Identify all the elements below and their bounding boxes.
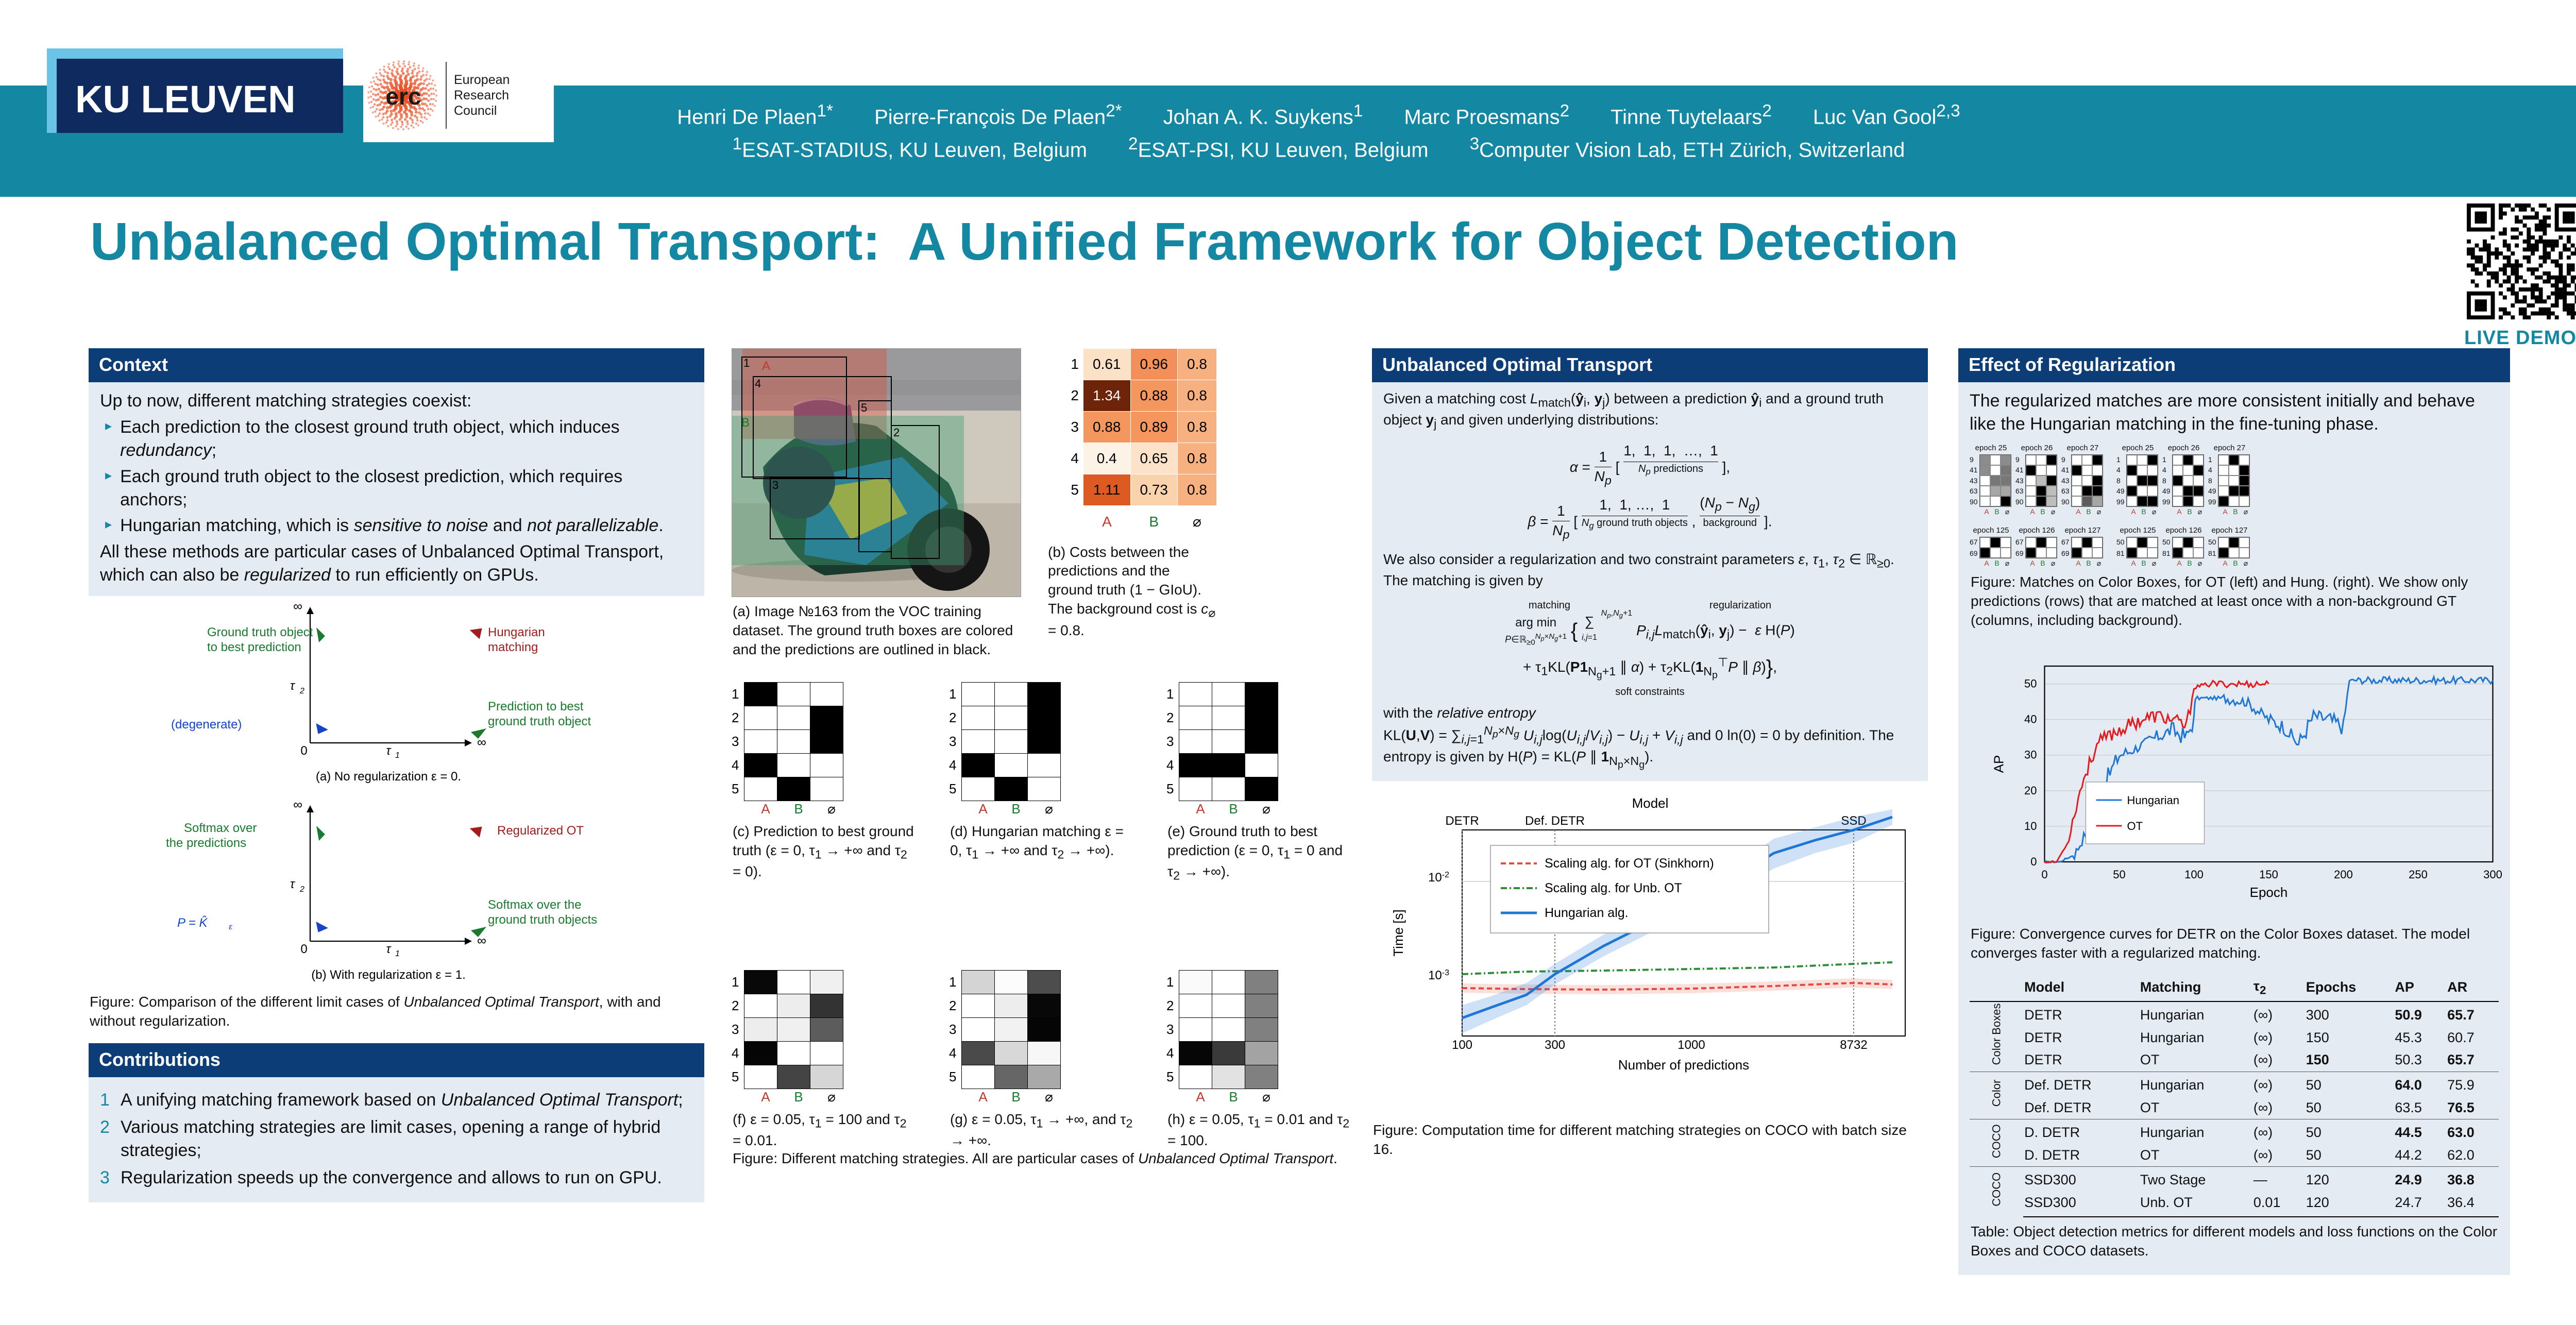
svg-text:Time [s]: Time [s] [1391, 909, 1406, 956]
svg-text:(degenerate): (degenerate) [171, 718, 242, 732]
svg-text:(b) With regularization ε = 1.: (b) With regularization ε = 1. [311, 968, 465, 982]
svg-text:Number of predictions: Number of predictions [1618, 1057, 1749, 1073]
svg-text:matching: matching [488, 640, 538, 654]
svg-text:30: 30 [2024, 749, 2037, 761]
svg-text:250: 250 [2409, 868, 2428, 881]
svg-text:0: 0 [2041, 868, 2047, 881]
svg-text:Hungarian: Hungarian [2127, 794, 2180, 807]
svg-text:Hungarian: Hungarian [488, 625, 545, 639]
svg-text:20: 20 [2024, 784, 2037, 797]
svg-text:Softmax over: Softmax over [184, 821, 257, 835]
svg-text:150: 150 [2259, 868, 2278, 881]
svg-text:Softmax over the: Softmax over the [488, 898, 581, 912]
svg-text:10: 10 [2024, 820, 2037, 833]
svg-text:AP: AP [1991, 755, 2007, 773]
svg-text:Hungarian alg.: Hungarian alg. [1545, 906, 1629, 920]
svg-text:DETR: DETR [1445, 814, 1479, 828]
svg-text:10-3: 10-3 [1428, 969, 1449, 982]
svg-text:40: 40 [2024, 713, 2037, 726]
svg-text:P = K̂: P = K̂ [177, 915, 208, 930]
svg-text:200: 200 [2334, 868, 2353, 881]
svg-text:8732: 8732 [1840, 1038, 1867, 1052]
svg-text:∞: ∞ [293, 797, 302, 812]
svg-text:ε: ε [229, 923, 233, 931]
svg-text:erc: erc [385, 83, 421, 110]
svg-text:Regularized OT: Regularized OT [497, 824, 584, 838]
svg-text:the predictions: the predictions [166, 836, 246, 850]
svg-text:0: 0 [300, 942, 307, 956]
svg-text:Ground truth object: Ground truth object [207, 625, 313, 639]
svg-text:100: 100 [2184, 868, 2204, 881]
svg-text:2: 2 [299, 687, 304, 695]
svg-text:0: 0 [300, 744, 307, 758]
svg-text:1: 1 [395, 949, 400, 958]
svg-text:1: 1 [395, 751, 400, 760]
svg-text:τ: τ [386, 744, 392, 758]
svg-text:0: 0 [2030, 855, 2037, 868]
svg-text:Scaling alg. for Unb. OT: Scaling alg. for Unb. OT [1545, 881, 1682, 895]
svg-text:ground truth objects: ground truth objects [488, 913, 597, 927]
svg-text:OT: OT [2127, 820, 2143, 833]
svg-text:Scaling alg. for OT (Sinkhorn): Scaling alg. for OT (Sinkhorn) [1545, 856, 1714, 871]
svg-text:Def. DETR: Def. DETR [1525, 814, 1585, 828]
svg-text:Model: Model [1632, 796, 1669, 811]
svg-text:300: 300 [1545, 1038, 1565, 1052]
svg-text:(a) No regularization ε = 0.: (a) No regularization ε = 0. [316, 770, 461, 784]
svg-text:to best prediction: to best prediction [207, 640, 301, 654]
svg-text:2: 2 [299, 885, 304, 894]
svg-text:100: 100 [1452, 1038, 1472, 1052]
svg-text:τ: τ [386, 942, 392, 956]
svg-text:50: 50 [2113, 868, 2125, 881]
svg-text:τ: τ [290, 679, 296, 693]
svg-text:10-2: 10-2 [1428, 871, 1449, 885]
svg-text:Epoch: Epoch [2250, 885, 2288, 900]
svg-text:∞: ∞ [293, 599, 302, 614]
svg-text:300: 300 [2483, 868, 2502, 881]
svg-text:ground truth object: ground truth object [488, 715, 591, 728]
svg-text:1000: 1000 [1677, 1038, 1705, 1052]
svg-text:τ: τ [290, 877, 296, 891]
svg-text:Prediction to best: Prediction to best [488, 700, 584, 714]
svg-text:50: 50 [2024, 677, 2037, 690]
